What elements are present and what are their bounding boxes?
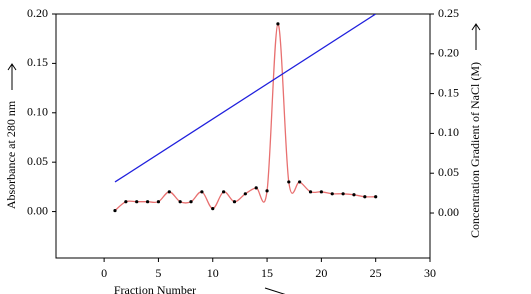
y-tick-label: 0.05 <box>27 154 48 168</box>
x-label-arrow <box>264 287 286 294</box>
y2-axis-label: Concentration Gradient of NaCl (M) <box>468 62 482 238</box>
x-tick-label: 25 <box>370 266 382 280</box>
y2-tick-label: 0.15 <box>438 85 459 99</box>
y2-label-arrowhead <box>471 23 481 31</box>
data-point <box>352 193 356 197</box>
data-point <box>243 192 247 196</box>
data-point <box>178 200 182 204</box>
data-point <box>341 192 345 196</box>
x-tick-label: 20 <box>315 266 327 280</box>
y-tick-label: 0.15 <box>27 55 48 69</box>
x-tick-label: 30 <box>424 266 436 280</box>
y-tick-label: 0.20 <box>27 6 48 20</box>
y-tick-label: 0.00 <box>27 203 48 217</box>
plot-frame <box>55 13 431 259</box>
data-point <box>363 195 367 199</box>
data-point <box>211 207 215 211</box>
y2-tick-label: 0.00 <box>438 205 459 219</box>
data-point <box>287 180 291 184</box>
y2-tick-label: 0.05 <box>438 165 459 179</box>
data-point <box>167 190 171 194</box>
data-point <box>200 190 204 194</box>
y-tick-label: 0.10 <box>27 105 48 119</box>
y-label-arrowhead <box>7 63 17 71</box>
plot-area <box>113 14 378 213</box>
data-point <box>124 200 128 204</box>
data-point <box>276 22 280 26</box>
y2-tick-label: 0.20 <box>438 46 459 60</box>
y2-tick-label: 0.10 <box>438 125 459 139</box>
data-line <box>114 14 377 183</box>
data-point <box>254 186 258 190</box>
x-tick-label: 5 <box>155 266 161 280</box>
x-tick-label: 0 <box>101 266 107 280</box>
data-point <box>156 200 161 204</box>
data-point <box>265 189 269 193</box>
data-point <box>374 195 378 199</box>
x-axis-label: Fraction Number <box>114 283 196 294</box>
data-point <box>330 192 334 196</box>
y2-tick-label: 0.25 <box>438 6 459 20</box>
x-tick-label: 10 <box>207 266 219 280</box>
data-point <box>298 180 302 184</box>
data-point <box>319 190 323 194</box>
data-point <box>308 190 313 194</box>
data-line <box>114 23 376 212</box>
data-point <box>145 200 150 204</box>
data-point <box>113 208 117 213</box>
data-point <box>232 200 237 204</box>
y-axis-label: Absorbance at 280 nm <box>4 100 18 209</box>
data-point <box>135 200 139 204</box>
data-point <box>222 190 226 194</box>
data-point <box>189 200 193 204</box>
x-tick-label: 15 <box>261 266 273 280</box>
